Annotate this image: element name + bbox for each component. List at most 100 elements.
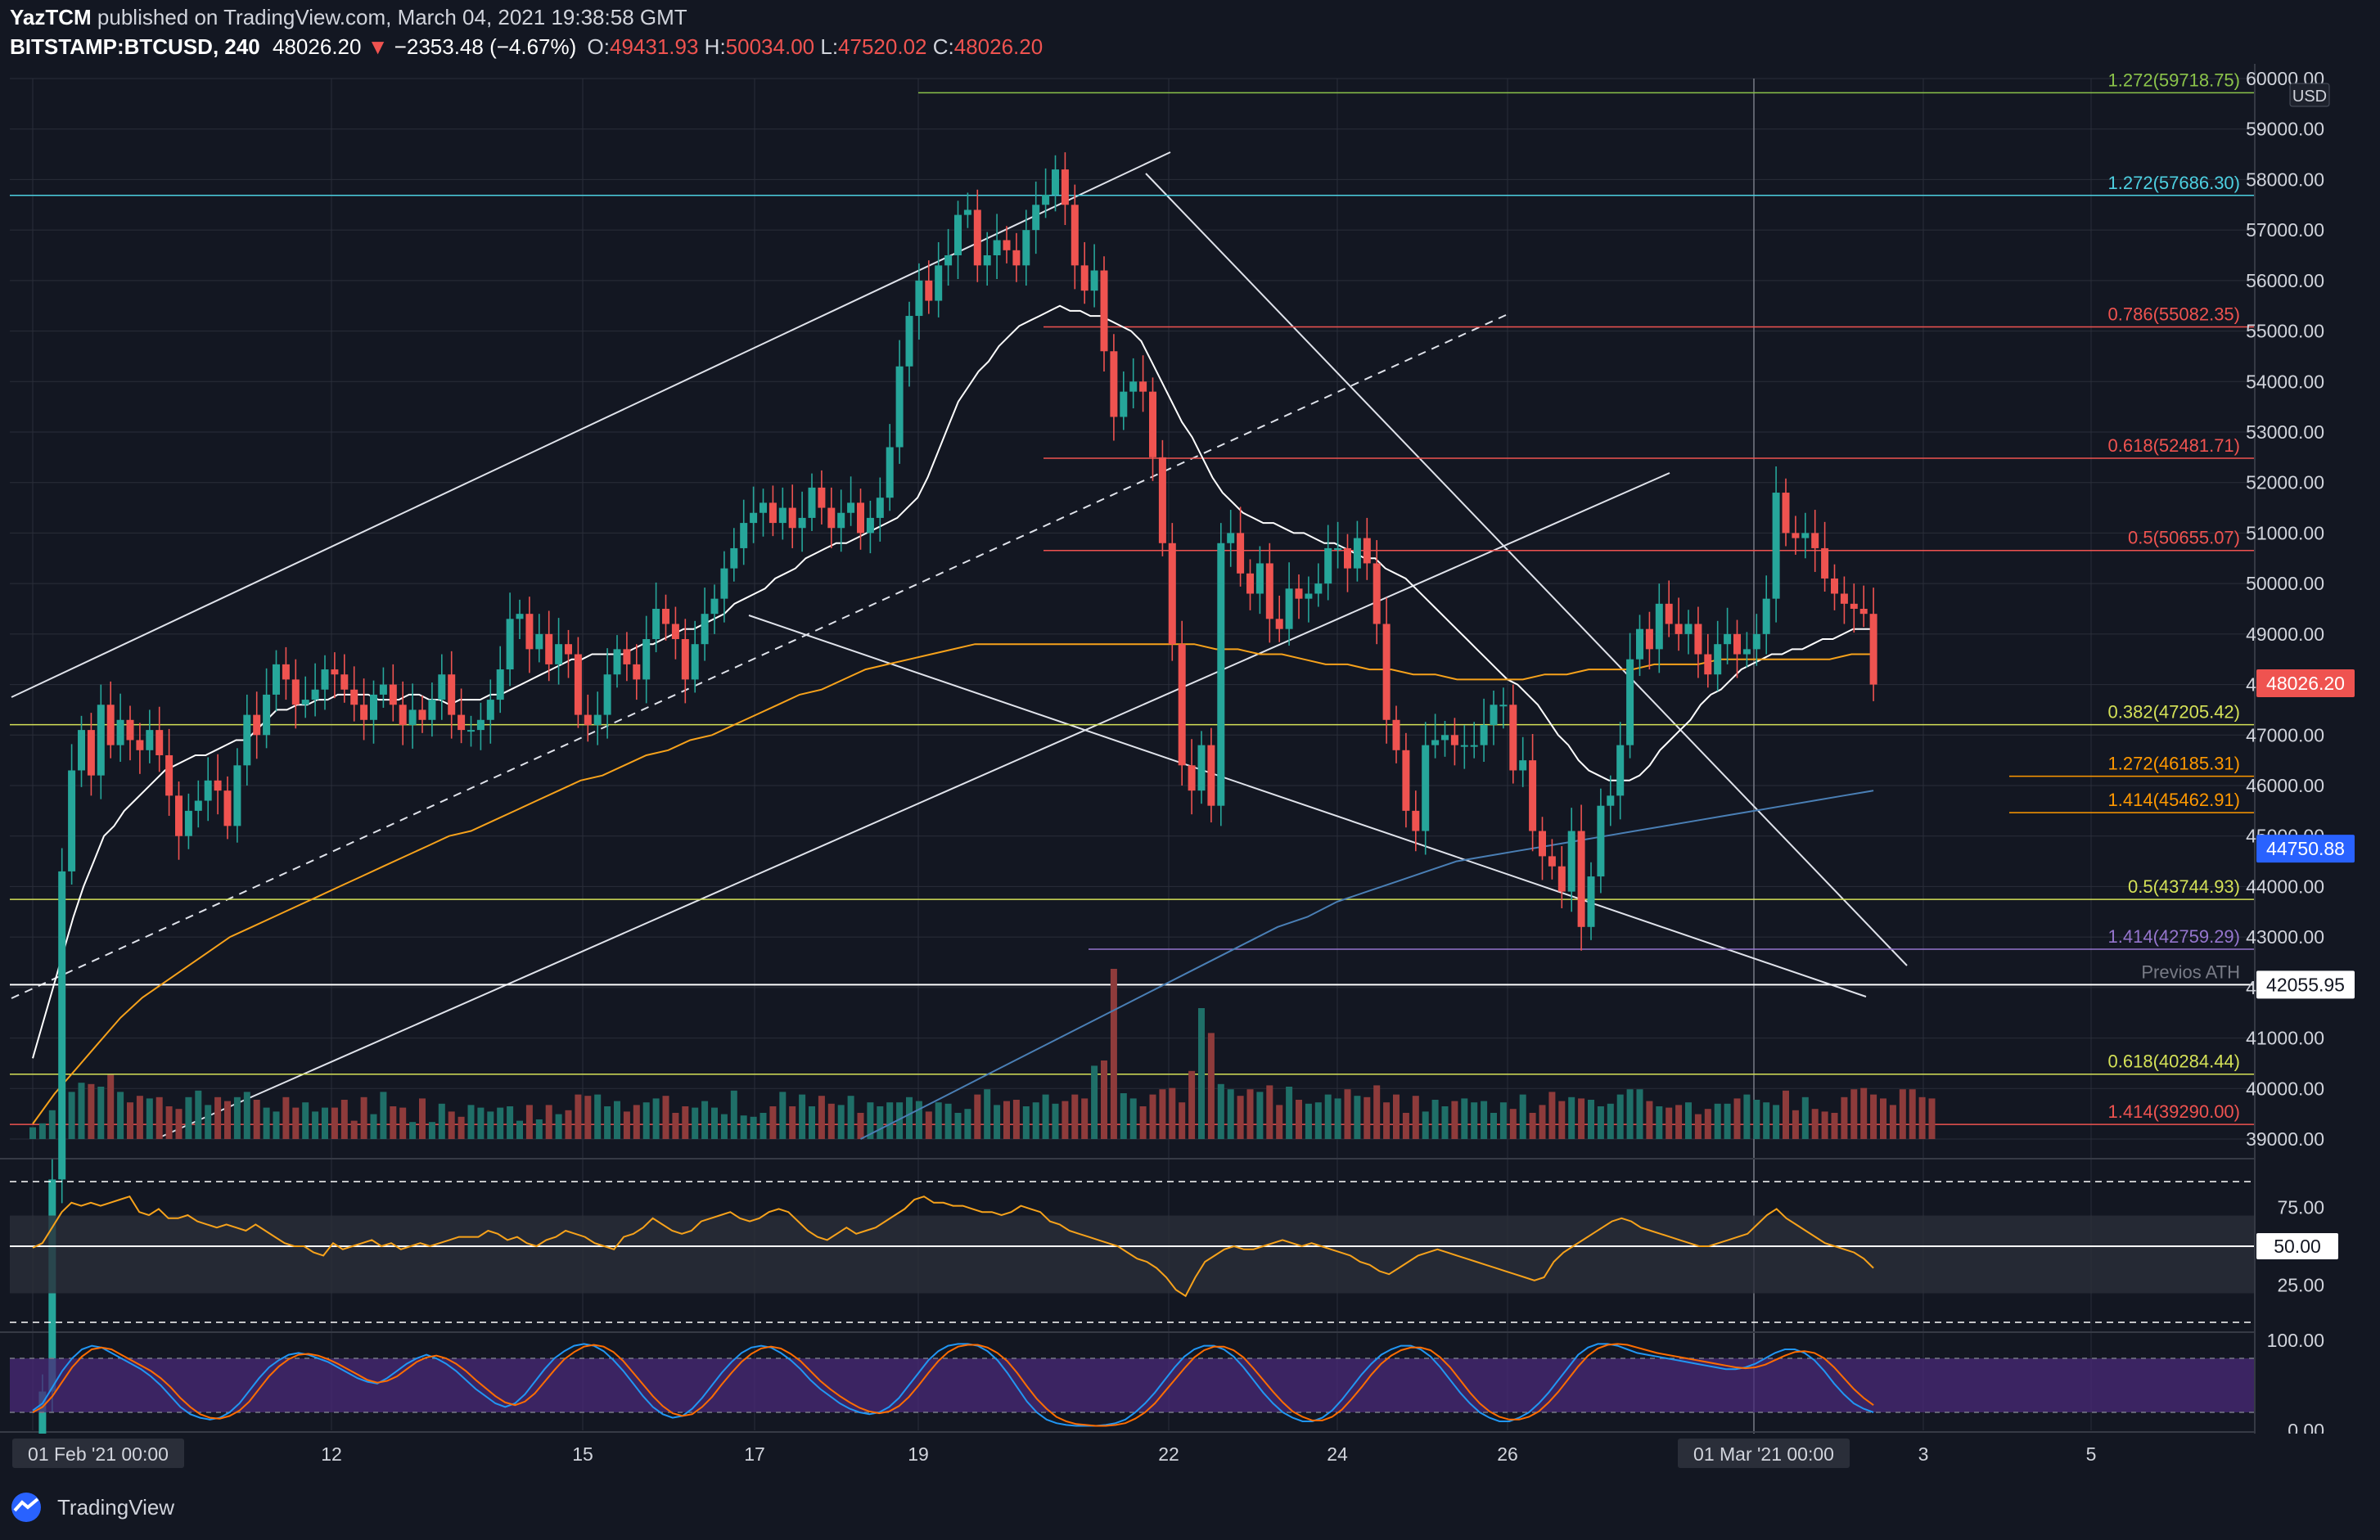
candle[interactable]	[1742, 649, 1751, 655]
candle[interactable]	[458, 714, 466, 731]
candle[interactable]	[1022, 230, 1030, 266]
candle[interactable]	[535, 633, 543, 650]
candle[interactable]	[1831, 578, 1838, 594]
candle[interactable]	[1402, 750, 1410, 811]
candle[interactable]	[613, 649, 621, 675]
candle[interactable]	[1714, 644, 1722, 675]
rising-support-line[interactable]	[159, 472, 1670, 1138]
candle[interactable]	[895, 366, 904, 448]
candle[interactable]	[1733, 633, 1741, 655]
candle[interactable]	[1431, 740, 1440, 745]
candle[interactable]	[379, 684, 387, 695]
candle[interactable]	[1052, 169, 1059, 195]
candle[interactable]	[1665, 603, 1673, 624]
candle[interactable]	[1607, 795, 1615, 806]
candle[interactable]	[623, 649, 631, 664]
tradingview-logo[interactable]: TradingView	[8, 1491, 174, 1524]
candle[interactable]	[1655, 603, 1663, 650]
candle[interactable]	[1392, 719, 1400, 750]
candle[interactable]	[282, 664, 290, 680]
candle[interactable]	[1305, 593, 1313, 599]
candle[interactable]	[750, 512, 758, 524]
candle[interactable]	[1188, 765, 1196, 791]
candle[interactable]	[1129, 381, 1138, 392]
candle[interactable]	[223, 790, 232, 826]
candle[interactable]	[1178, 644, 1186, 766]
candle[interactable]	[233, 765, 241, 826]
candle[interactable]	[1344, 547, 1351, 569]
candle[interactable]	[691, 644, 699, 680]
price-tag[interactable]	[2256, 970, 2355, 999]
candle[interactable]	[701, 614, 709, 645]
candle[interactable]	[963, 209, 971, 215]
candle[interactable]	[837, 512, 845, 529]
date-badge[interactable]	[1678, 1439, 1850, 1468]
candle[interactable]	[1197, 745, 1206, 791]
candle[interactable]	[1353, 538, 1361, 569]
candle[interactable]	[1363, 538, 1371, 564]
price-tag[interactable]	[2256, 835, 2355, 863]
candle[interactable]	[486, 700, 494, 720]
candle[interactable]	[476, 719, 485, 731]
currency-badge[interactable]	[2289, 83, 2330, 107]
candle[interactable]	[1801, 533, 1810, 538]
candle[interactable]	[1003, 240, 1011, 250]
candle[interactable]	[954, 214, 962, 255]
candle[interactable]	[1139, 381, 1147, 392]
candlesticks[interactable]	[29, 152, 1877, 1516]
time-axis[interactable]: 01 Feb '21 00:00 12 15 17 19 22 24 26 01 Mar '21…	[0, 1434, 2380, 1478]
candle[interactable]	[1441, 735, 1449, 741]
candle[interactable]	[428, 700, 436, 720]
candle[interactable]	[555, 644, 563, 664]
candle[interactable]	[1460, 745, 1468, 747]
candle[interactable]	[1490, 705, 1498, 725]
candle[interactable]	[983, 255, 991, 266]
candle[interactable]	[1470, 745, 1478, 747]
candle[interactable]	[87, 730, 95, 776]
candle[interactable]	[778, 507, 787, 524]
fib-levels[interactable]: 1.272(59718.75) 1.272(57686.30) 0.786(5508…	[10, 70, 2255, 1125]
candle[interactable]	[565, 644, 572, 655]
rsi-value-tag[interactable]	[2256, 1233, 2338, 1259]
candle[interactable]	[350, 689, 358, 705]
candle[interactable]	[38, 1391, 47, 1468]
candle[interactable]	[1636, 628, 1643, 660]
candle[interactable]	[1032, 205, 1040, 231]
candle[interactable]	[1577, 831, 1585, 927]
candle[interactable]	[1110, 351, 1118, 417]
candle[interactable]	[136, 740, 144, 750]
candle[interactable]	[1080, 265, 1089, 291]
candle[interactable]	[827, 507, 836, 529]
candle[interactable]	[438, 674, 446, 700]
candle[interactable]	[448, 674, 456, 715]
candle[interactable]	[525, 614, 534, 650]
candle[interactable]	[1314, 583, 1323, 594]
candle[interactable]	[740, 523, 748, 548]
rsi-pane[interactable]	[10, 1181, 2255, 1323]
candle[interactable]	[506, 619, 514, 670]
candle[interactable]	[1684, 624, 1693, 634]
candle[interactable]	[1227, 533, 1235, 543]
candle[interactable]	[126, 719, 134, 741]
candle[interactable]	[1071, 205, 1079, 266]
candle[interactable]	[1295, 588, 1303, 599]
candle[interactable]	[1217, 543, 1225, 806]
candle[interactable]	[1850, 603, 1858, 609]
candle[interactable]	[1645, 628, 1653, 650]
candle[interactable]	[652, 609, 660, 640]
stoch-rsi-pane[interactable]	[10, 1343, 2255, 1427]
candle[interactable]	[360, 705, 368, 720]
candle[interactable]	[1042, 194, 1050, 205]
date-badge[interactable]	[12, 1439, 184, 1468]
candle[interactable]	[340, 674, 349, 690]
candle[interactable]	[1480, 724, 1488, 745]
candle[interactable]	[1158, 457, 1166, 543]
candle[interactable]	[1412, 810, 1420, 831]
candle[interactable]	[1265, 563, 1273, 619]
candle[interactable]	[710, 598, 719, 615]
candle[interactable]	[253, 714, 261, 736]
candle[interactable]	[1548, 856, 1556, 867]
candle[interactable]	[194, 800, 202, 811]
candle[interactable]	[760, 502, 767, 513]
